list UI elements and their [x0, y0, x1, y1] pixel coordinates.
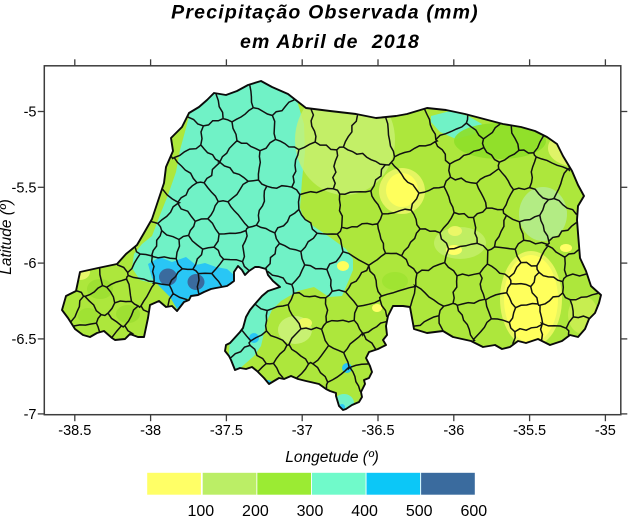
svg-text:-5.5: -5.5: [12, 180, 37, 196]
svg-text:100: 100: [187, 503, 214, 519]
svg-text:500: 500: [406, 503, 433, 519]
svg-text:200: 200: [242, 503, 269, 519]
svg-text:-37.5: -37.5: [210, 423, 243, 439]
svg-text:300: 300: [297, 503, 324, 519]
svg-text:-38.5: -38.5: [58, 423, 91, 439]
svg-text:-5: -5: [24, 105, 37, 121]
svg-text:-6.5: -6.5: [12, 332, 37, 348]
svg-text:-38: -38: [140, 423, 161, 439]
svg-text:-37: -37: [292, 423, 313, 439]
svg-text:Latitude (º): Latitude (º): [0, 199, 15, 274]
svg-text:-35.5: -35.5: [513, 423, 546, 439]
svg-text:-35: -35: [595, 423, 616, 439]
svg-text:600: 600: [460, 503, 487, 519]
svg-text:Longetude (º): Longetude (º): [285, 449, 379, 466]
svg-text:Precipitação Observada (mm): Precipitação Observada (mm): [171, 2, 479, 24]
svg-text:-36.5: -36.5: [361, 423, 394, 439]
svg-text:-7: -7: [24, 407, 37, 423]
svg-text:400: 400: [351, 503, 378, 519]
svg-text:em Abril de 2018: em Abril de 2018: [240, 31, 420, 53]
svg-text:-36: -36: [443, 423, 464, 439]
svg-text:-6: -6: [24, 256, 37, 272]
